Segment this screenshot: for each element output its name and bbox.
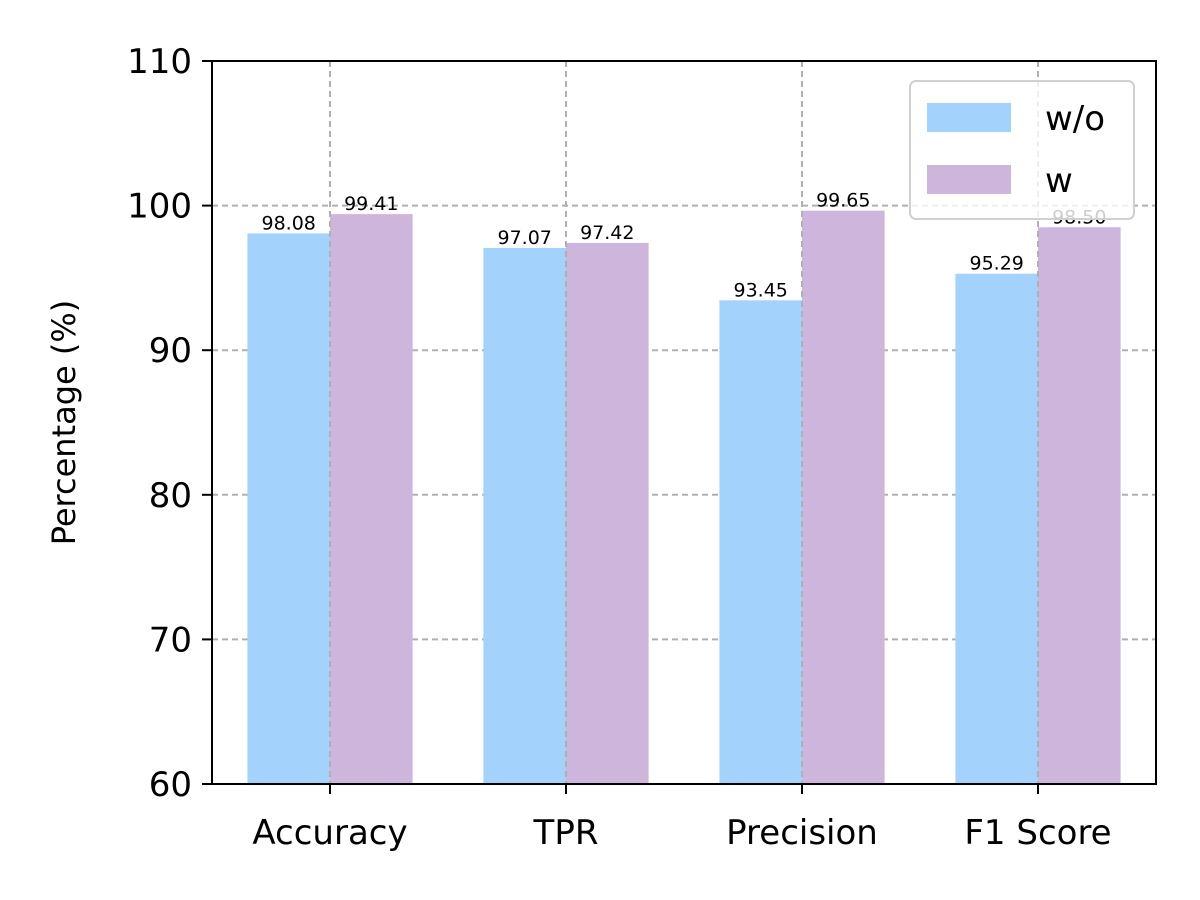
bar-w [330,214,413,784]
bar-value-label: 98.08 [261,212,315,234]
x-tick-label: Precision [726,813,878,853]
legend-label: w [1045,161,1073,201]
y-tick-label: 70 [149,620,192,660]
x-tick-label: F1 Score [964,813,1111,853]
legend-swatch [927,165,1011,194]
bar-w [802,210,885,784]
bar-wo [955,273,1038,784]
y-tick-label: 100 [127,187,192,227]
bar-value-label: 97.42 [580,222,634,244]
bar-value-label: 97.07 [497,227,551,249]
x-tick-label: Accuracy [252,813,407,853]
y-tick-label: 110 [127,42,192,82]
bar-value-label: 93.45 [733,279,787,301]
x-axis: Accuracy TPR Precision F1 Score [252,784,1112,853]
y-tick-label: 60 [149,765,192,805]
bar-value-label: 99.65 [816,190,870,212]
bar-w [566,242,649,784]
y-tick-label: 90 [149,331,192,371]
y-tick-label: 80 [149,476,192,516]
bar-w [1038,227,1121,785]
y-axis-label: Percentage (%) [45,300,83,546]
x-tick-label: TPR [533,813,599,853]
bar-value-label: 99.41 [344,193,398,215]
legend-label: w/o [1045,99,1105,139]
bar-wo [719,300,802,784]
bar-wo [247,233,330,784]
bar-value-label: 95.29 [969,253,1023,275]
legend-swatch [927,103,1011,132]
bar-wo [483,247,566,785]
y-axis: 60 70 80 90 100 110 [127,42,212,805]
legend: w/o w [909,80,1135,220]
bars [247,210,1121,785]
plot-frame [211,60,1157,785]
